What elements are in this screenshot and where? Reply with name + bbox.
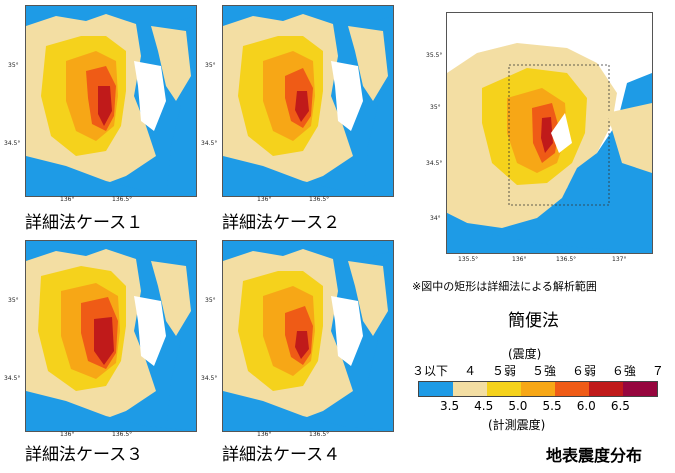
legend-class-5-upper: ５強 (531, 364, 556, 378)
caption-simple-method: 簡便法 (508, 311, 559, 331)
legend-swatch (419, 382, 453, 396)
map1-xtick-136: 136° (60, 196, 75, 203)
legend-swatch (453, 382, 487, 396)
simple-xtick-135-5: 135.5° (458, 256, 479, 263)
legend-swatch (623, 382, 657, 396)
legend-swatch (521, 382, 555, 396)
map2-xtick-136-5: 136.5° (309, 196, 330, 203)
map4-ytick-34-5: 34.5° (201, 375, 218, 382)
map4-ytick-35: 35° (205, 297, 216, 304)
legend-swatch (487, 382, 521, 396)
legend-value-5-0: 5.0 (508, 399, 528, 413)
map2-ytick-35: 35° (205, 62, 216, 69)
legend-value-6-5: 6.5 (610, 399, 630, 413)
map-case-3 (25, 240, 197, 432)
simple-ytick-35: 35° (430, 104, 441, 111)
map-case-2 (222, 5, 394, 197)
map2-ytick-34-5: 34.5° (201, 140, 218, 147)
map3-xtick-136: 136° (60, 431, 75, 438)
simple-ytick-35-5: 35.5° (426, 52, 443, 59)
intensity-map-case-1 (26, 6, 196, 196)
legend-swatch (589, 382, 623, 396)
legend-class-7: ７ (651, 364, 664, 378)
caption-case-3: 詳細法ケース３ (25, 445, 144, 465)
legend-class-5-lower: ５弱 (491, 364, 516, 378)
map3-ytick-34-5: 34.5° (4, 375, 21, 382)
legend-measured-label: (計測震度) (488, 418, 546, 432)
simple-xtick-136: 136° (512, 256, 527, 263)
map1-xtick-136-5: 136.5° (112, 196, 133, 203)
intensity-map-case-2 (223, 6, 393, 196)
map-case-4 (222, 240, 394, 432)
legend-class-6-upper: ６強 (611, 364, 636, 378)
legend-value-3-5: 3.5 (440, 399, 460, 413)
caption-case-4: 詳細法ケース４ (222, 445, 341, 465)
figure-title: 地表震度分布 (546, 446, 643, 465)
intensity-map-case-3 (26, 241, 196, 431)
map1-ytick-34-5: 34.5° (4, 140, 21, 147)
map-simple-method (446, 12, 653, 254)
map3-ytick-35: 35° (8, 297, 19, 304)
caption-case-2: 詳細法ケース２ (222, 213, 341, 233)
simple-xtick-137: 137° (612, 256, 627, 263)
legend-class-4: ４ (463, 364, 476, 378)
legend-value-4-5: 4.5 (474, 399, 494, 413)
legend-class-6-lower: ６弱 (571, 364, 596, 378)
simple-ytick-34: 34° (430, 215, 441, 222)
intensity-map-simple-method (447, 13, 652, 253)
legend-value-6-0: 6.0 (576, 399, 596, 413)
map4-xtick-136-5: 136.5° (309, 431, 330, 438)
map2-xtick-136: 136° (257, 196, 272, 203)
legend-intensity-label: (震度) (508, 347, 542, 361)
map1-ytick-35: 35° (8, 62, 19, 69)
legend-color-bar (418, 381, 658, 397)
simple-xtick-136-5: 136.5° (556, 256, 577, 263)
legend-value-5-5: 5.5 (542, 399, 562, 413)
intensity-map-case-4 (223, 241, 393, 431)
legend-value-labels: 3.5 4.5 5.0 5.5 6.0 6.5 (440, 399, 630, 413)
legend-class-3: ３以下 (412, 364, 449, 378)
map4-xtick-136: 136° (257, 431, 272, 438)
analysis-range-note: ※図中の矩形は詳細法による解析範囲 (412, 280, 597, 293)
simple-ytick-34-5: 34.5° (426, 160, 443, 167)
map-case-1 (25, 5, 197, 197)
map3-xtick-136-5: 136.5° (112, 431, 133, 438)
caption-case-1: 詳細法ケース１ (25, 213, 144, 233)
legend-class-labels: ３以下 ４ ５弱 ５強 ６弱 ６強 ７ (412, 362, 664, 379)
legend-swatch (555, 382, 589, 396)
